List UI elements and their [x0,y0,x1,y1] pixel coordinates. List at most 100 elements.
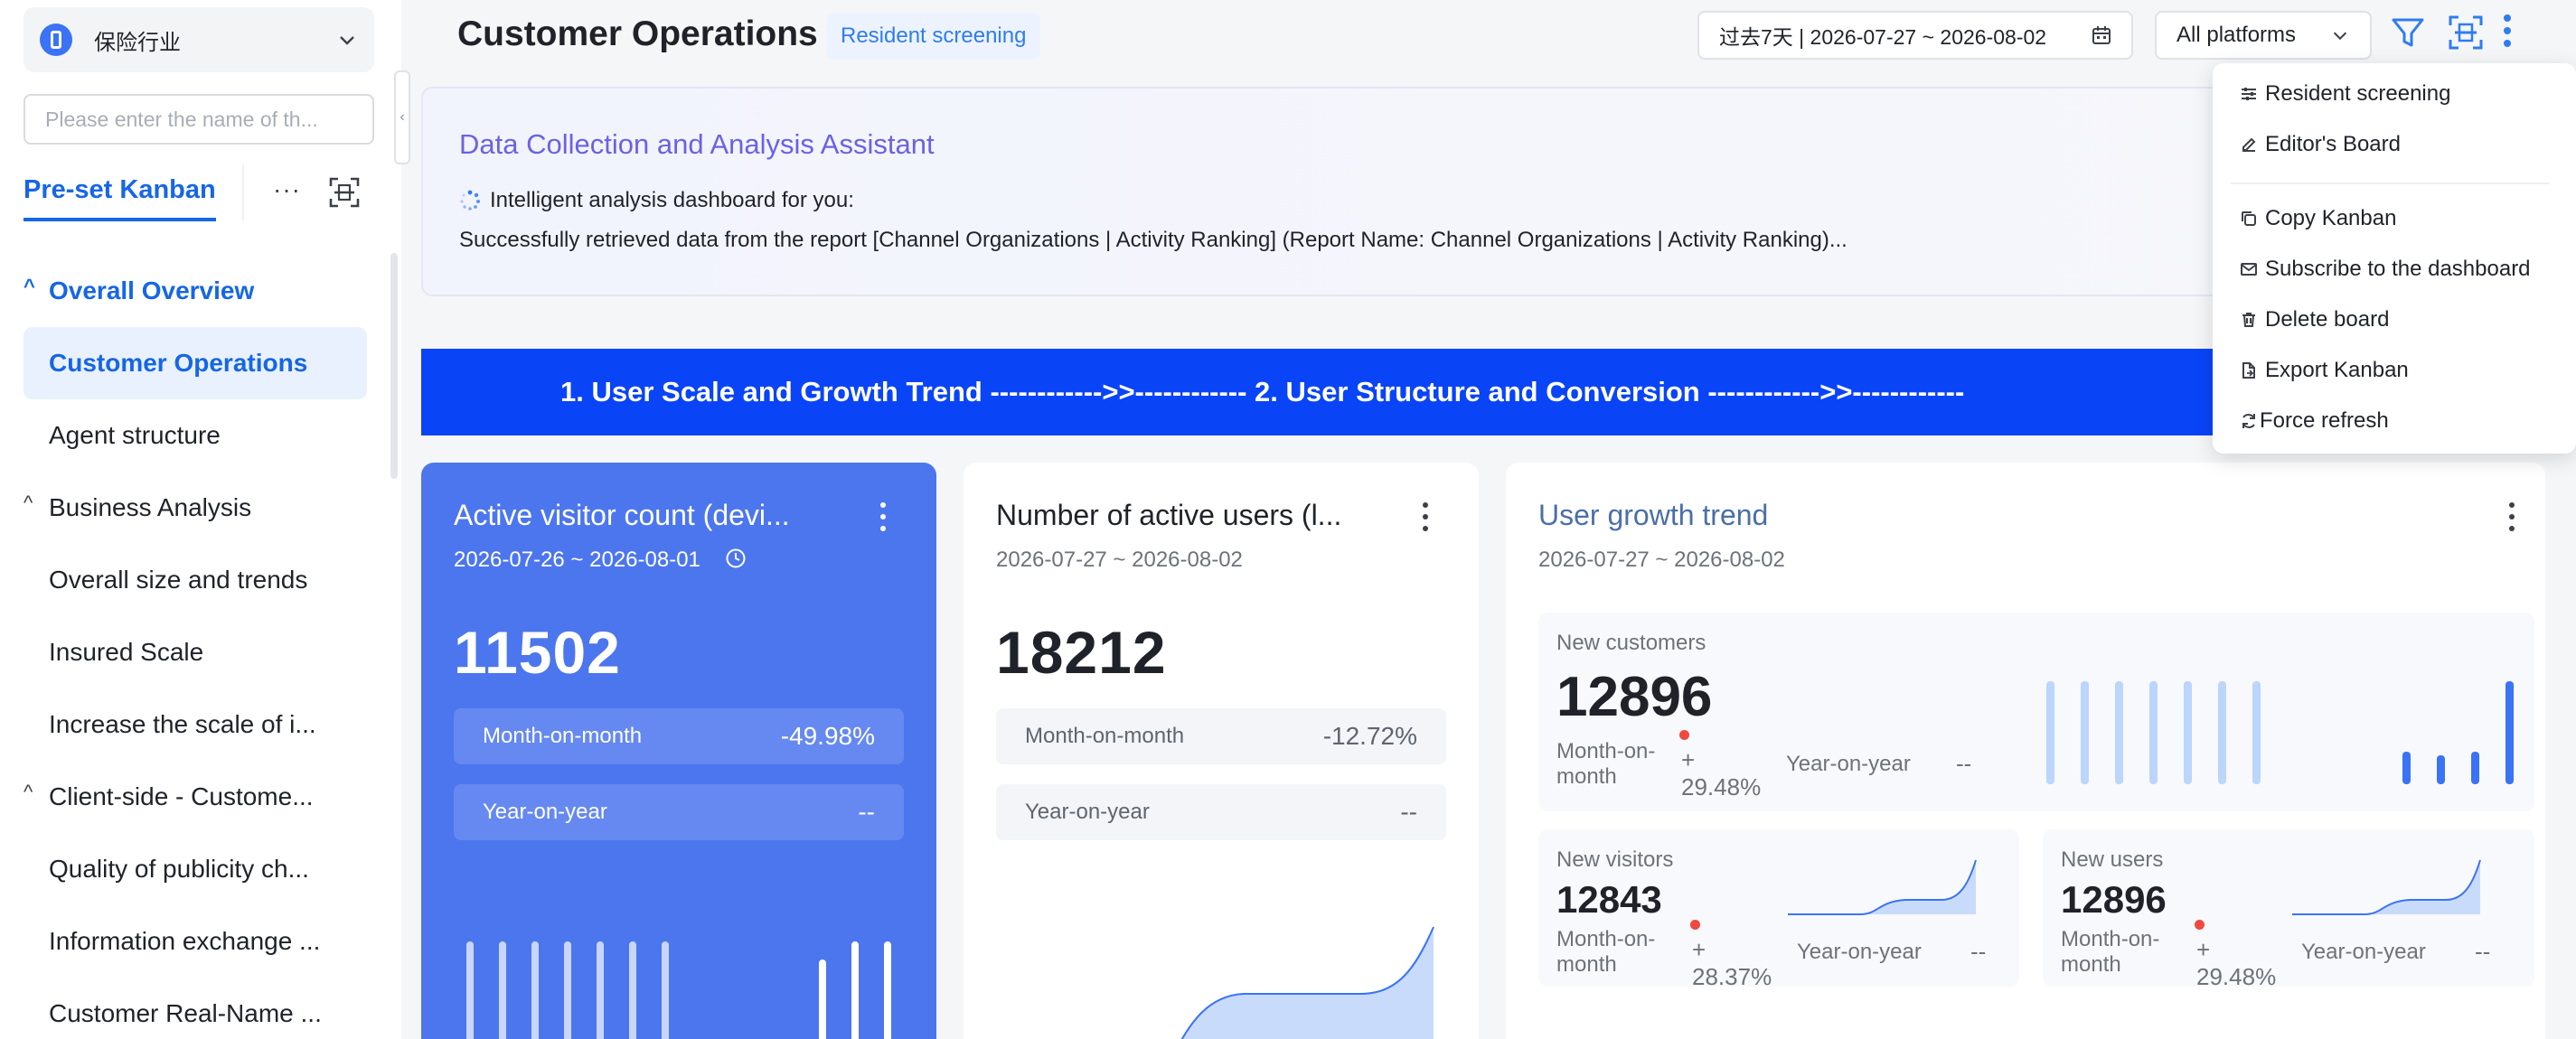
resident-screening-badge[interactable]: Resident screening [826,13,1041,60]
loading-spinner-icon [460,190,480,211]
fullscreen-scan-icon[interactable] [2448,14,2484,51]
tab-divider [242,164,244,220]
mom-value: +29.48% [2196,936,2276,990]
sidebar-collapse-handle[interactable]: ‹ [394,70,410,164]
spark-bar [466,941,474,1039]
spark-bar [2081,681,2089,784]
assistant-status-text: Intelligent analysis dashboard for you: [490,188,854,212]
mom-label-line: month [1556,952,1617,977]
platform-value: All platforms [2176,23,2297,47]
sidebar: 保险行业 Pre-set Kanban ··· ^ Overall Overvi… [0,0,401,1039]
menu-item-copy-kanban[interactable]: Copy Kanban [2240,206,2396,231]
sidebar-scrollbar[interactable] [390,253,398,479]
nav-item-overall-size[interactable]: Overall size and trends [24,544,367,616]
new-visitors-area-sparkline [1788,859,1977,915]
platform-select[interactable]: All platforms [2155,11,2372,60]
menu-item-editors-board[interactable]: Editor's Board [2240,132,2401,157]
chevron-down-icon [340,36,354,45]
mom-value-line: 29.48% [1681,773,1762,800]
tab-preset-kanban[interactable]: Pre-set Kanban [24,175,216,221]
spark-bar [2471,752,2479,784]
menu-item-resident-screening[interactable]: Resident screening [2240,81,2450,107]
mom-label-line: Month-on- [2061,927,2160,951]
nav-item-label: Information exchange ... [49,927,321,955]
yoy-value: -- [858,798,875,826]
more-vertical-icon[interactable] [879,502,888,531]
kanban-nav: ^ Overall Overview Customer Operations A… [24,255,367,1039]
card-date: 2026-07-27 ~ 2026-08-02 [1538,548,1785,572]
card-title: User growth trend [1538,499,1769,531]
mom-value: +29.48% [1681,746,1761,800]
menu-item-label: Editor's Board [2265,132,2401,156]
menu-item-delete-board[interactable]: Delete board [2240,307,2389,332]
nav-item-agent-structure[interactable]: Agent structure [24,399,367,472]
yoy-value: -- [1970,938,1987,965]
nav-item-information-exchange[interactable]: Information exchange ... [24,905,367,978]
sparkline-bars [466,941,891,1039]
nav-item-customer-real-name[interactable]: Customer Real-Name ... [24,978,367,1039]
copy-icon [2242,211,2256,226]
date-range-picker[interactable]: 过去7天 | 2026-07-27 ~ 2026-08-02 [1697,11,2133,60]
nav-item-insured-scale[interactable]: Insured Scale [24,616,367,688]
more-options-button[interactable]: ··· [273,175,301,203]
mom-value-line: + [2196,936,2211,963]
mom-label: Month-on-month [1556,739,1655,790]
nav-group-business-analysis[interactable]: ^ Business Analysis [24,472,367,544]
spark-bar [851,941,859,1039]
nav-item-label: Customer Operations [49,349,308,377]
spark-bar [819,959,826,1039]
nav-item-label: Quality of publicity ch... [49,855,309,883]
nav-item-publicity-quality[interactable]: Quality of publicity ch... [24,833,367,905]
kanban-search-input[interactable] [24,94,374,145]
more-vertical-icon[interactable] [1421,502,1430,531]
panel-value: 12843 [1556,878,1662,921]
assistant-title: Data Collection and Analysis Assistant [459,128,935,160]
nav-item-customer-operations[interactable]: Customer Operations [24,327,367,399]
more-vertical-icon[interactable] [2498,13,2516,49]
nav-group-overall-overview[interactable]: ^ Overall Overview [24,255,367,327]
mom-label-line: month [2061,952,2121,977]
mom-label-line: Month-on- [1556,739,1656,763]
mom-row: Month-on-month -12.72% [996,708,1446,764]
calendar-icon [2092,26,2111,44]
alert-dot [1690,920,1700,930]
menu-item-label: Copy Kanban [2265,206,2397,230]
panel-label: New customers [1556,631,1706,655]
yoy-label: Year-on-year [1025,800,1150,824]
industry-selector[interactable]: 保险行业 [24,7,374,72]
menu-item-label: Export Kanban [2265,358,2409,382]
more-vertical-icon[interactable] [2507,502,2516,531]
yoy-value: -- [2475,938,2491,965]
spark-bar [2437,755,2445,784]
menu-item-label: Subscribe to the dashboard [2265,257,2531,281]
menu-item-label: Delete board [2265,307,2390,332]
nav-group-client-side[interactable]: ^ Client-side - Custome... [24,761,367,833]
mom-value-line: 28.37% [1692,963,1772,990]
chevron-up-icon: ^ [24,781,33,803]
menu-item-force-refresh[interactable]: Force refresh [2240,408,2389,434]
mom-value: -49.98% [780,722,875,750]
spark-bar [597,941,604,1039]
page-title: Customer Operations [457,14,818,53]
filter-icon[interactable] [2390,14,2426,51]
menu-item-label: Resident screening [2265,81,2451,106]
card-date: 2026-07-27 ~ 2026-08-02 [996,548,1243,572]
section-banner: 1. User Scale and Growth Trend ---------… [421,349,2410,435]
nav-item-label: Client-side - Custome... [49,782,314,810]
mom-row: Month-on-month -49.98% [454,708,904,764]
mom-label: Month-on-month [2061,927,2159,978]
panel-value: 12896 [2061,878,2167,921]
menu-item-export-kanban[interactable]: Export Kanban [2240,358,2409,383]
menu-item-label: Force refresh [2260,408,2389,433]
new-customers-bars [2046,681,2514,784]
mom-label: Month-on-month [483,724,643,748]
spark-bar [629,941,636,1039]
yoy-row: Year-on-year -- [454,784,904,840]
yoy-value: -- [1400,798,1417,826]
nav-item-increase-scale[interactable]: Increase the scale of i... [24,688,367,761]
user-growth-card: User growth trend 2026-07-27 ~ 2026-08-0… [1506,463,2545,1039]
yoy-value: -- [1956,750,1972,777]
menu-item-subscribe[interactable]: Subscribe to the dashboard [2240,257,2531,282]
scan-icon[interactable] [329,177,360,208]
